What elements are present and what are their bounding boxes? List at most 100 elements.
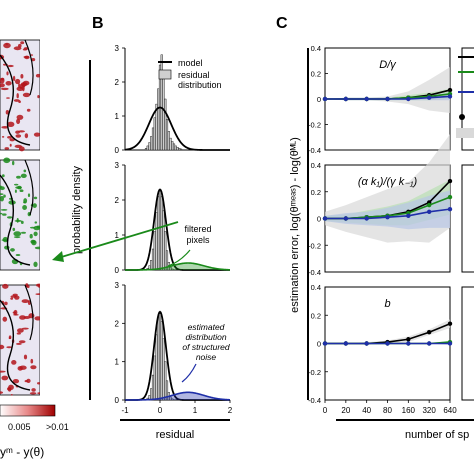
y-tick-label: 0	[115, 396, 120, 405]
y-tick-label: -0.2	[308, 368, 321, 377]
x-tick-label: 2	[228, 406, 233, 415]
data-point	[364, 216, 369, 221]
image-speck	[23, 354, 28, 360]
data-point	[447, 94, 453, 99]
y-tick-label: 1	[115, 231, 120, 240]
image-speck	[37, 95, 40, 99]
image-speck	[12, 160, 15, 166]
data-point	[343, 96, 349, 102]
y-tick-label: 0.4	[311, 283, 321, 292]
colorbar	[0, 404, 56, 417]
data-point	[406, 337, 411, 342]
image-speck	[32, 203, 37, 209]
histogram-bar	[155, 334, 158, 401]
histogram-bar	[172, 143, 176, 151]
panel-c-legend	[456, 56, 474, 138]
histogram-bar	[144, 148, 148, 151]
error-band	[325, 67, 450, 114]
annotation-text: noise	[196, 352, 217, 362]
image-speck	[23, 198, 28, 204]
annotation-filtered-pixels: filtered pixels	[52, 221, 212, 267]
image-speck	[8, 384, 14, 390]
image-speck	[1, 174, 5, 178]
image-speck	[13, 46, 22, 51]
panel-a	[0, 39, 40, 396]
panel-a-colorbar: 0.005 >0.01 yᵐ - y(θ)	[0, 404, 69, 459]
image-speck	[22, 205, 27, 210]
data-point	[343, 341, 349, 346]
histogram-bar	[162, 210, 165, 271]
x-tick-label: 640	[443, 406, 457, 415]
histogram-bar	[160, 321, 163, 401]
data-point	[385, 214, 390, 220]
legend-band-swatch	[456, 128, 474, 138]
image-speck	[34, 246, 40, 250]
image-speck	[7, 216, 13, 219]
y-tick-label: 3	[115, 44, 120, 53]
histogram-bar	[164, 98, 167, 151]
image-speck	[0, 212, 3, 215]
image-speck	[15, 254, 21, 256]
image-speck	[33, 261, 38, 267]
image-speck	[0, 193, 4, 195]
image-speck	[3, 194, 6, 198]
image-contour	[24, 39, 34, 96]
image-speck	[19, 365, 27, 370]
image-speck	[1, 375, 9, 381]
x-tick-label: 1	[193, 406, 198, 415]
image-speck	[2, 213, 7, 216]
image-speck	[9, 143, 12, 147]
image-speck	[23, 169, 27, 173]
colorbar-tick-label: >0.01	[46, 422, 69, 432]
image-speck	[0, 344, 5, 350]
image-speck	[20, 74, 24, 79]
image-speck	[0, 83, 5, 88]
y-tick-label: 0	[317, 95, 321, 104]
histogram-bar	[165, 250, 169, 271]
histogram-bar	[150, 136, 153, 151]
image-speck	[18, 340, 26, 344]
x-tick-label: -1	[121, 406, 129, 415]
image-speck	[14, 183, 19, 186]
image-speck	[13, 99, 20, 102]
image-speck	[33, 231, 38, 237]
image-speck	[33, 132, 40, 137]
histogram-bar	[169, 396, 172, 401]
y-tick-label: 1	[115, 358, 120, 367]
panel-b-xlabel: residual	[156, 429, 195, 441]
y-tick-label: -0.2	[308, 241, 321, 250]
image-speck	[16, 118, 21, 125]
image-speck	[17, 328, 24, 333]
y-tick-label: -0.4	[308, 396, 321, 405]
histogram-bar	[176, 147, 179, 151]
annotation-text: estimated	[188, 322, 225, 332]
image-speck	[30, 358, 34, 364]
cropped-frame	[461, 47, 474, 151]
histogram-bar	[162, 338, 165, 401]
data-point	[426, 202, 432, 208]
annotation-structured-noise: estimated distribution of structured noi…	[181, 322, 230, 383]
histogram-bar	[157, 88, 160, 151]
image-contour	[0, 299, 31, 391]
data-point	[426, 330, 432, 335]
data-point	[364, 96, 369, 102]
image-speck	[0, 370, 6, 373]
histogram-bar	[158, 313, 162, 401]
image-speck	[37, 382, 40, 385]
legend-model-label: model	[178, 58, 203, 68]
histogram-bar	[162, 74, 165, 151]
image-speck	[26, 108, 31, 112]
image-speck	[22, 80, 30, 86]
data-point	[364, 341, 369, 346]
image-speck	[19, 315, 26, 320]
image-speck	[5, 81, 12, 86]
image-speck	[8, 337, 12, 340]
image-speck	[5, 43, 8, 45]
image-speck	[6, 97, 10, 99]
image-speck	[31, 240, 37, 246]
image-speck	[29, 392, 37, 395]
legend-residual-label: residual	[178, 70, 210, 80]
image-speck	[34, 316, 40, 321]
image-speck	[33, 196, 38, 200]
image-speck	[16, 332, 21, 335]
